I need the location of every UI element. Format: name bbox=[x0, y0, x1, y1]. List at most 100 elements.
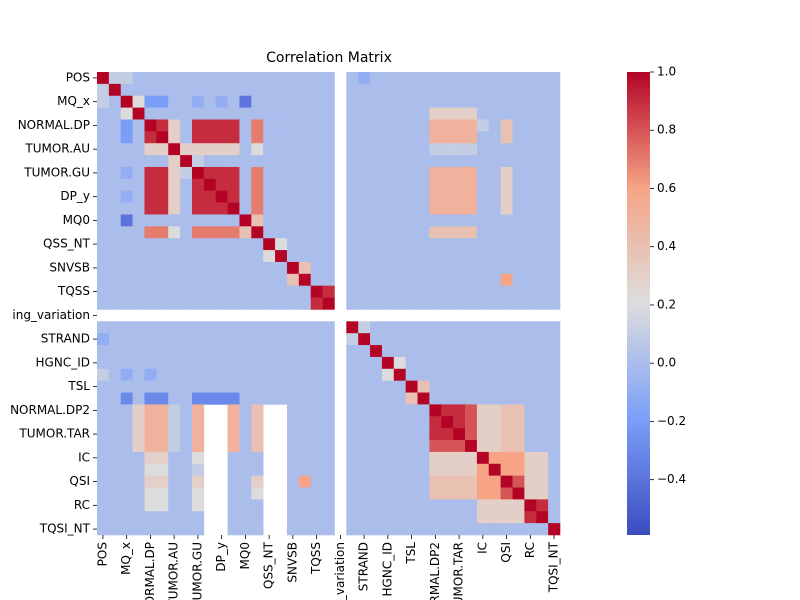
heatmap-cell bbox=[548, 487, 561, 500]
heatmap-cell bbox=[381, 463, 395, 476]
heatmap-cell bbox=[370, 131, 383, 144]
heatmap-cell bbox=[310, 356, 323, 370]
heatmap-cell bbox=[310, 416, 323, 429]
heatmap-cell bbox=[239, 404, 252, 417]
heatmap-cell bbox=[156, 190, 169, 203]
heatmap-cell bbox=[548, 119, 561, 132]
heatmap-cell bbox=[548, 451, 561, 465]
heatmap-cell bbox=[227, 226, 240, 239]
heatmap-cell bbox=[168, 261, 181, 275]
heatmap-cell bbox=[203, 261, 217, 275]
heatmap-cell bbox=[322, 143, 335, 156]
heatmap-cell bbox=[156, 451, 169, 465]
heatmap-cell bbox=[227, 416, 240, 429]
heatmap-cell bbox=[132, 131, 145, 144]
heatmap-cell bbox=[120, 72, 133, 85]
heatmap-cell bbox=[441, 202, 454, 215]
heatmap-cell bbox=[120, 511, 133, 524]
heatmap-cell bbox=[358, 392, 371, 405]
heatmap-cell bbox=[286, 392, 300, 405]
heatmap-cell bbox=[275, 107, 288, 120]
heatmap-cell bbox=[381, 214, 395, 227]
heatmap-cell bbox=[465, 178, 478, 192]
heatmap-cell bbox=[393, 190, 406, 203]
heatmap-cell bbox=[97, 345, 110, 358]
heatmap-cell bbox=[548, 321, 561, 334]
heatmap-cell bbox=[476, 273, 490, 286]
heatmap-cell bbox=[97, 487, 110, 500]
heatmap-cell bbox=[370, 440, 383, 453]
heatmap-cell bbox=[322, 475, 335, 488]
heatmap-cell bbox=[239, 451, 252, 465]
heatmap-cell bbox=[310, 95, 323, 108]
heatmap-cell bbox=[227, 178, 240, 192]
heatmap-cell bbox=[453, 155, 466, 168]
heatmap-cell bbox=[120, 166, 133, 180]
heatmap-cell bbox=[441, 368, 454, 381]
heatmap-cell bbox=[227, 392, 240, 405]
heatmap-cell bbox=[548, 166, 561, 180]
heatmap-cell bbox=[524, 356, 537, 370]
heatmap-cell bbox=[180, 226, 193, 239]
heatmap-cell bbox=[393, 356, 406, 370]
heatmap-cell bbox=[298, 392, 311, 405]
heatmap-cell bbox=[310, 380, 323, 393]
heatmap-cell bbox=[156, 273, 169, 286]
heatmap-cell bbox=[227, 463, 240, 476]
y-tick-label: STRAND bbox=[41, 332, 90, 346]
heatmap-cell bbox=[358, 440, 371, 453]
heatmap-cell bbox=[144, 451, 157, 465]
heatmap-cell bbox=[132, 511, 145, 524]
heatmap-cell bbox=[500, 345, 513, 358]
heatmap-cell bbox=[500, 119, 513, 132]
heatmap-cell bbox=[168, 214, 181, 227]
heatmap-cell bbox=[97, 416, 110, 429]
heatmap-cell bbox=[275, 356, 288, 370]
heatmap-cell bbox=[156, 226, 169, 239]
heatmap-cell bbox=[346, 83, 359, 97]
heatmap-cell bbox=[512, 72, 525, 85]
heatmap-cell bbox=[524, 380, 537, 393]
heatmap-cell bbox=[381, 440, 395, 453]
heatmap-cell bbox=[500, 155, 513, 168]
heatmap-cell bbox=[322, 261, 335, 275]
heatmap-cell bbox=[381, 368, 395, 381]
heatmap-cell bbox=[180, 143, 193, 156]
heatmap-cell bbox=[310, 511, 323, 524]
heatmap-cell bbox=[346, 131, 359, 144]
heatmap-cell bbox=[251, 463, 264, 476]
heatmap-cell bbox=[453, 356, 466, 370]
heatmap-cell bbox=[536, 285, 549, 298]
heatmap-cell bbox=[476, 261, 490, 275]
heatmap-cell bbox=[476, 202, 490, 215]
heatmap-cell bbox=[417, 440, 430, 453]
heatmap-cell bbox=[453, 273, 466, 286]
heatmap-cell bbox=[429, 475, 442, 488]
heatmap-cell bbox=[512, 261, 525, 275]
heatmap-cell bbox=[191, 451, 205, 465]
heatmap-cell bbox=[286, 226, 300, 239]
heatmap-cell bbox=[108, 440, 122, 453]
heatmap-cell bbox=[310, 155, 323, 168]
heatmap-cell bbox=[120, 143, 133, 156]
heatmap-cell bbox=[393, 273, 406, 286]
heatmap-cell bbox=[310, 107, 323, 120]
heatmap-cell bbox=[536, 404, 549, 417]
heatmap-cell bbox=[488, 416, 501, 429]
heatmap-cell bbox=[536, 202, 549, 215]
heatmap-cell bbox=[180, 511, 193, 524]
heatmap-cell bbox=[322, 487, 335, 500]
heatmap-cell bbox=[417, 523, 430, 536]
heatmap-cell bbox=[191, 107, 205, 120]
heatmap-cell bbox=[132, 475, 145, 488]
heatmap-cell bbox=[358, 83, 371, 97]
heatmap-cell bbox=[97, 72, 110, 85]
heatmap-cell bbox=[322, 404, 335, 417]
heatmap-cell bbox=[500, 463, 513, 476]
heatmap-cell bbox=[500, 380, 513, 393]
heatmap-cell bbox=[108, 428, 122, 441]
heatmap-cell bbox=[370, 380, 383, 393]
heatmap-cell bbox=[322, 250, 335, 263]
heatmap-cell bbox=[548, 155, 561, 168]
heatmap-cell bbox=[97, 511, 110, 524]
